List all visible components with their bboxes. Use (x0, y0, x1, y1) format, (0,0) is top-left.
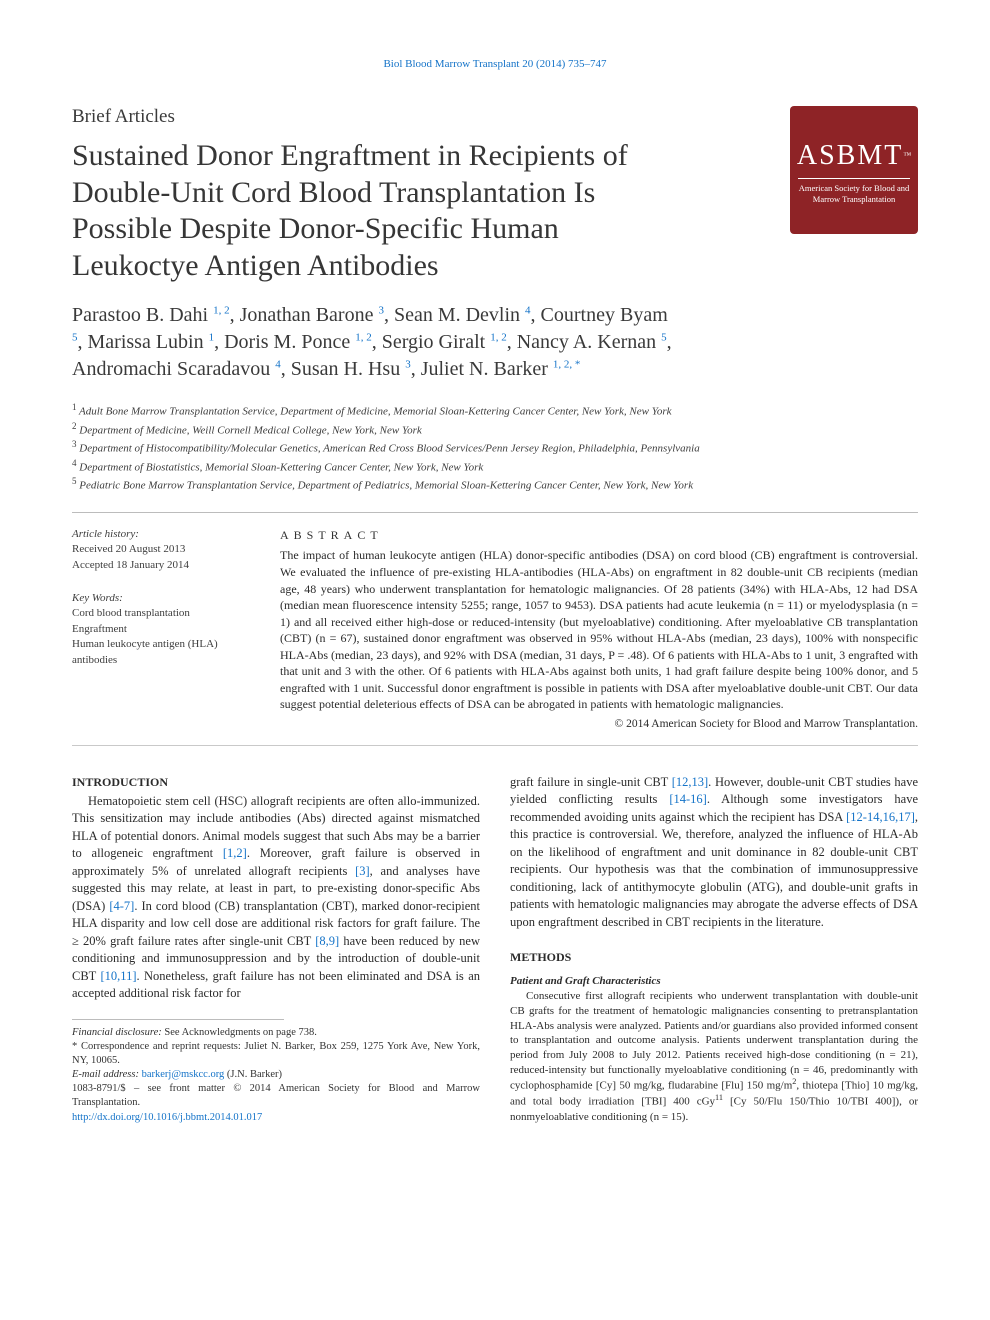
history-received: Received 20 August 2013 (72, 542, 252, 557)
keyword: Human leukocyte antigen (HLA) antibodies (72, 637, 252, 668)
body-columns: INTRODUCTION Hematopoietic stem cell (HS… (72, 774, 918, 1125)
affiliation: 1 Adult Bone Marrow Transplantation Serv… (72, 401, 918, 420)
logo-subtitle: American Society for Blood and Marrow Tr… (798, 183, 910, 203)
info-abstract-row: Article history: Received 20 August 2013… (72, 527, 918, 733)
affiliations: 1 Adult Bone Marrow Transplantation Serv… (72, 401, 918, 494)
running-head[interactable]: Biol Blood Marrow Transplant 20 (2014) 7… (72, 58, 918, 70)
footnote-frontmatter: 1083-8791/$ – see front matter © 2014 Am… (72, 1082, 480, 1110)
footnote-doi[interactable]: http://dx.doi.org/10.1016/j.bbmt.2014.01… (72, 1111, 480, 1125)
intro-paragraph-right: graft failure in single-unit CBT [12,13]… (510, 774, 918, 932)
footnote-rule (72, 1019, 284, 1020)
keyword: Engraftment (72, 622, 252, 637)
article-info: Article history: Received 20 August 2013… (72, 527, 252, 733)
introduction-heading: INTRODUCTION (72, 774, 480, 791)
abstract-block: ABSTRACT The impact of human leukocyte a… (280, 527, 918, 733)
footnote-financial: Financial disclosure: See Acknowledgment… (72, 1026, 480, 1040)
article-title: Sustained Donor Engraftment in Recipient… (72, 138, 682, 284)
society-logo: ASBMT™ American Society for Blood and Ma… (790, 106, 918, 234)
section-label: Brief Articles (72, 106, 766, 128)
financial-text: See Acknowledgments on page 738. (164, 1027, 317, 1038)
abstract-label: ABSTRACT (280, 527, 918, 544)
body-column-right: graft failure in single-unit CBT [12,13]… (510, 774, 918, 1125)
corresponding-email[interactable]: barkerj@mskcc.org (142, 1069, 225, 1080)
divider-rule (72, 512, 918, 513)
author-list: Parastoo B. Dahi 1, 2, Jonathan Barone 3… (72, 302, 682, 383)
doi-link[interactable]: http://dx.doi.org/10.1016/j.bbmt.2014.01… (72, 1112, 262, 1123)
abstract-copyright: © 2014 American Society for Blood and Ma… (280, 717, 918, 733)
affiliation: 4 Department of Biostatistics, Memorial … (72, 457, 918, 476)
methods-paragraph: Consecutive first allograft recipients w… (510, 989, 918, 1124)
keywords-heading: Key Words: (72, 591, 252, 606)
affiliation: 3 Department of Histocompatibility/Molec… (72, 438, 918, 457)
email-label: E-mail address: (72, 1069, 139, 1080)
article-header-left: Brief Articles Sustained Donor Engraftme… (72, 106, 766, 383)
body-column-left: INTRODUCTION Hematopoietic stem cell (HS… (72, 774, 480, 1125)
running-head-link[interactable]: Biol Blood Marrow Transplant 20 (2014) 7… (383, 58, 606, 70)
intro-paragraph-left: Hematopoietic stem cell (HSC) allograft … (72, 793, 480, 1003)
affiliation: 2 Department of Medicine, Weill Cornell … (72, 420, 918, 439)
logo-divider (798, 178, 910, 179)
journal-page: Biol Blood Marrow Transplant 20 (2014) 7… (0, 0, 990, 1320)
article-header-right: ASBMT™ American Society for Blood and Ma… (790, 106, 918, 234)
affiliation: 5 Pediatric Bone Marrow Transplantation … (72, 475, 918, 494)
article-header: Brief Articles Sustained Donor Engraftme… (72, 106, 918, 383)
keyword: Cord blood transplantation (72, 606, 252, 621)
logo-acronym: ASBMT (797, 140, 903, 171)
methods-subheading: Patient and Graft Characteristics (510, 974, 918, 989)
history-accepted: Accepted 18 January 2014 (72, 558, 252, 573)
abstract-text: The impact of human leukocyte antigen (H… (280, 547, 918, 712)
history-heading: Article history: (72, 527, 252, 542)
methods-heading: METHODS (510, 949, 918, 966)
footnote-email-line: E-mail address: barkerj@mskcc.org (J.N. … (72, 1068, 480, 1082)
email-paren: (J.N. Barker) (227, 1069, 282, 1080)
logo-trademark: ™ (903, 151, 911, 160)
divider-rule-thin (72, 745, 918, 746)
financial-label: Financial disclosure: (72, 1027, 162, 1038)
footnotes: Financial disclosure: See Acknowledgment… (72, 1019, 480, 1125)
footnote-correspondence: * Correspondence and reprint requests: J… (72, 1040, 480, 1068)
